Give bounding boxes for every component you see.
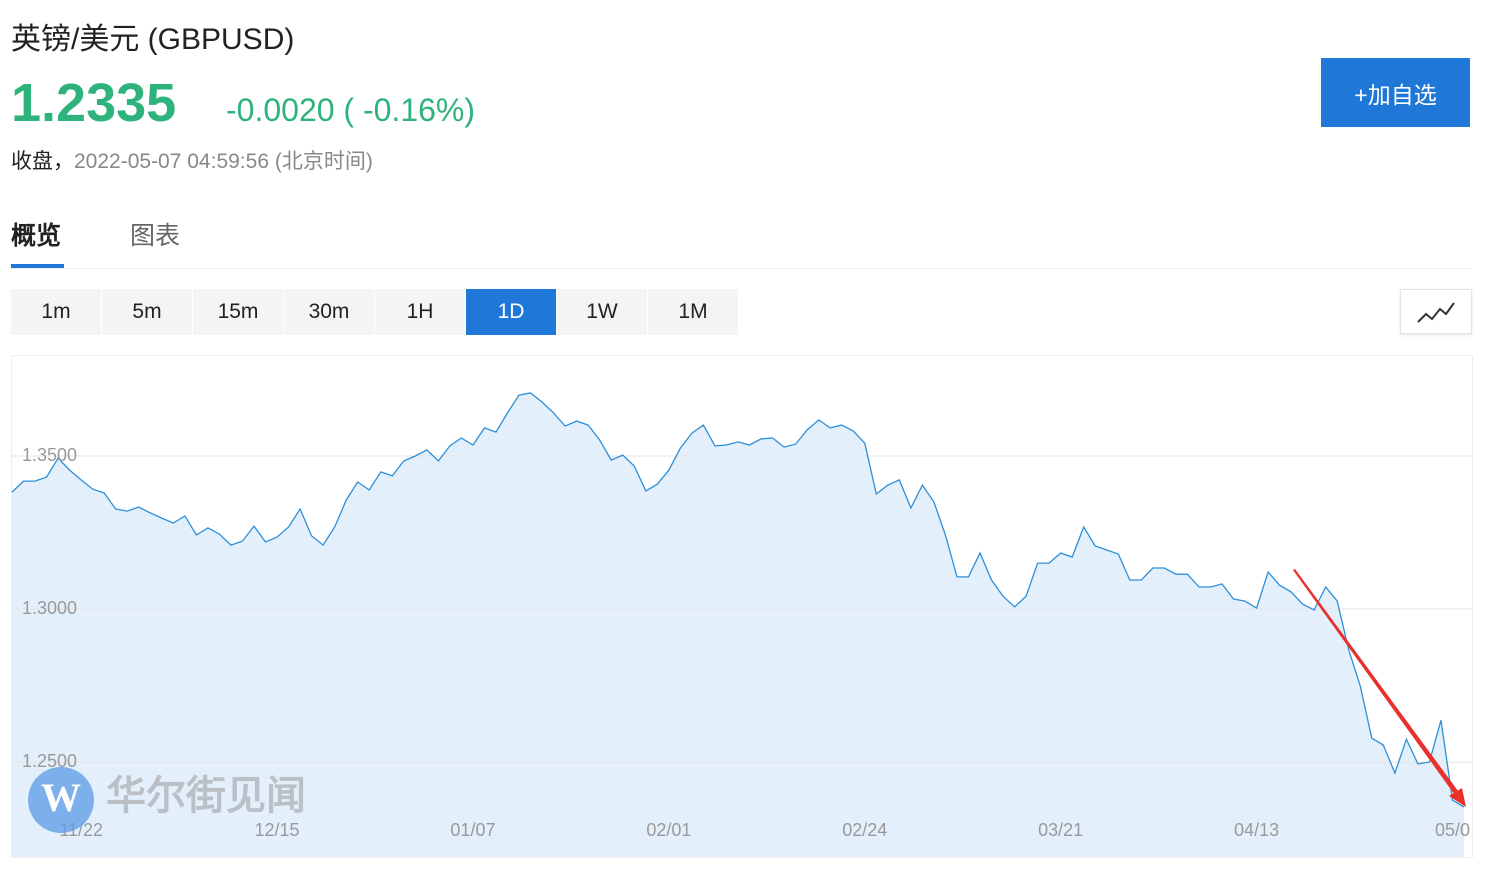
interval-button[interactable]: 1m	[11, 289, 101, 335]
interval-button[interactable]: 15m	[193, 289, 283, 335]
interval-button[interactable]: 1D	[466, 289, 556, 335]
x-tick-label: 12/15	[255, 820, 300, 840]
watermark-logo	[28, 767, 94, 833]
watermark: 华尔街见闻	[106, 773, 306, 818]
area-fill	[12, 393, 1464, 857]
status: 收盘，2022-05-07 04:59:56 (北京时间)	[11, 145, 373, 175]
y-tick-label: 1.3500	[22, 445, 77, 465]
x-tick-label: 02/01	[646, 820, 691, 840]
timestamp: 2022-05-07 04:59:56 (北京时间)	[74, 150, 373, 173]
x-tick-label: 04/13	[1234, 820, 1279, 840]
interval-button[interactable]: 1M	[648, 289, 738, 335]
x-tick-label: 05/0	[1435, 820, 1470, 840]
interval-bar: 1m 5m 15m 30m 1H 1D 1W 1M	[11, 289, 738, 335]
tab[interactable]: 图表	[130, 222, 181, 250]
tab-indicator	[11, 264, 64, 268]
interval-button[interactable]: 30m	[284, 289, 374, 335]
x-tick-label: 02/24	[842, 820, 887, 840]
separator	[11, 268, 1472, 269]
y-tick-label: 1.2500	[22, 751, 77, 771]
chart-type-icon	[1417, 302, 1455, 323]
status-label: 收盘，	[11, 150, 74, 173]
x-tick-label: 01/07	[450, 820, 495, 840]
interval-button[interactable]: 1H	[375, 289, 465, 335]
price-line	[11, 392, 1465, 808]
watermark-logo-letter: W	[41, 775, 81, 820]
price-change: -0.0020 ( -0.16%)	[226, 92, 476, 128]
add-watchlist-button[interactable]: +加自选	[1321, 58, 1470, 127]
price: 1.2335	[11, 73, 177, 133]
interval-button[interactable]: 1W	[557, 289, 647, 335]
arrow-annotation	[1293, 569, 1466, 807]
title: 英镑/美元 (GBPUSD)	[11, 23, 295, 56]
y-tick-label: 1.3000	[22, 598, 77, 618]
x-tick-label: 03/21	[1038, 820, 1083, 840]
interval-button[interactable]: 5m	[102, 289, 192, 335]
tab[interactable]: 概览	[11, 222, 62, 250]
chart-type-button[interactable]	[1400, 289, 1472, 334]
